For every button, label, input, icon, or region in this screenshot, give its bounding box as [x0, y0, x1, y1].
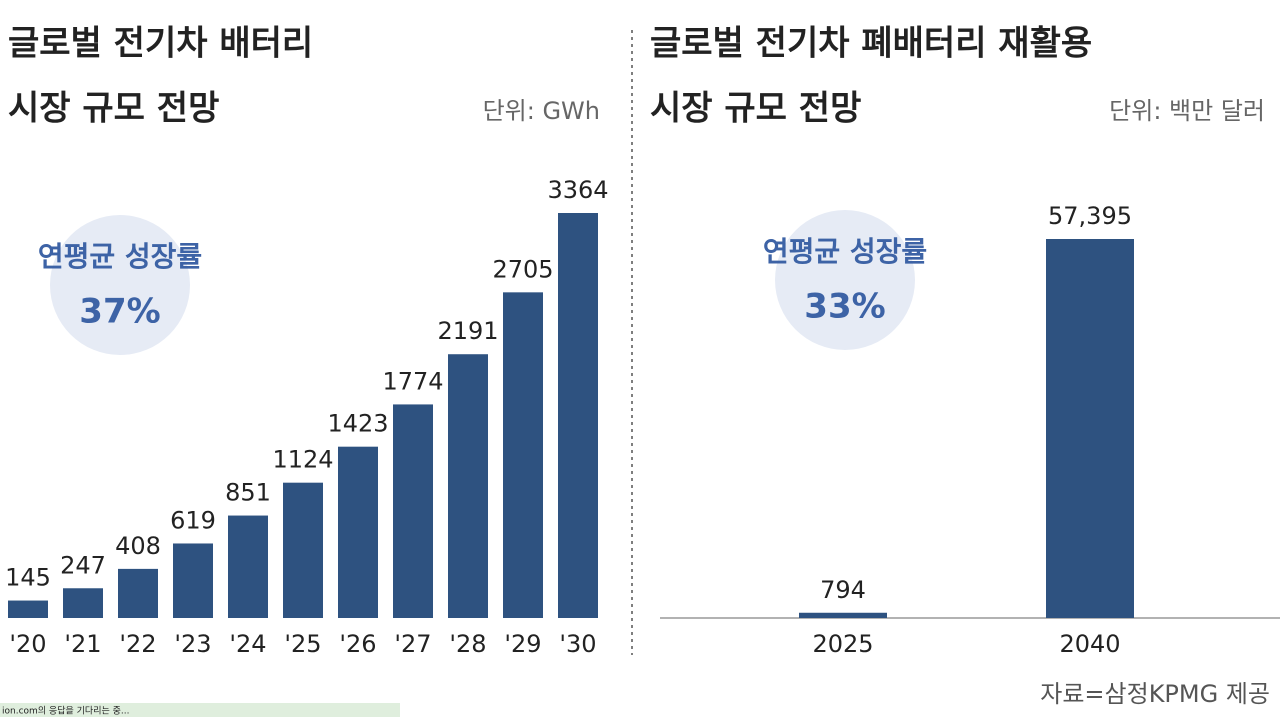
x-tick-label: '27 — [394, 630, 431, 658]
x-tick-label: '28 — [449, 630, 486, 658]
chart-title: 글로벌 전기차 폐배터리 재활용 — [650, 24, 1092, 64]
value-label: 57,395 — [1048, 202, 1132, 230]
chart-title: 글로벌 전기차 배터리 — [8, 24, 313, 64]
bar — [393, 404, 433, 618]
bar — [173, 543, 213, 618]
x-tick-label: 2025 — [812, 630, 873, 658]
status-text: ion.com의 응답을 기다리는 중... — [2, 705, 129, 717]
unit: 단위: 백만 달러 — [1109, 97, 1265, 125]
value-label: 3364 — [547, 176, 608, 204]
bar — [228, 515, 268, 618]
value-label: 851 — [225, 479, 271, 507]
status-bar — [0, 703, 400, 717]
value-label: 2191 — [437, 317, 498, 345]
chart-title: 시장 규모 전망 — [8, 89, 219, 129]
bar — [283, 482, 323, 618]
bar — [8, 600, 48, 618]
annotation: 연평균 성장률 — [763, 235, 927, 268]
highlight-circle — [50, 215, 190, 355]
x-tick-label: '24 — [229, 630, 266, 658]
value-label: 1124 — [272, 446, 333, 474]
x-tick-label: '25 — [284, 630, 321, 658]
value-label: 1423 — [327, 410, 388, 438]
bar — [448, 354, 488, 618]
x-tick-label: '20 — [9, 630, 46, 658]
value-label: 247 — [60, 551, 106, 579]
annotation: 33% — [804, 287, 885, 327]
bar — [63, 588, 103, 618]
value-label: 1774 — [382, 367, 443, 395]
bar — [1046, 239, 1134, 618]
x-tick-label: '29 — [504, 630, 541, 658]
value-label: 2705 — [492, 255, 553, 283]
value-label: 619 — [170, 506, 216, 534]
x-tick-label: '22 — [119, 630, 156, 658]
value-label: 794 — [820, 576, 866, 604]
bar — [558, 213, 598, 618]
unit: 단위: GWh — [483, 97, 600, 125]
x-tick-label: '21 — [64, 630, 101, 658]
x-tick-label: '23 — [174, 630, 211, 658]
annotation: 연평균 성장률 — [38, 240, 202, 273]
x-tick-label: '30 — [559, 630, 596, 658]
bar — [503, 292, 543, 618]
highlight-circle — [775, 210, 915, 350]
chart-title: 시장 규모 전망 — [650, 89, 861, 129]
source: 자료=삼정KPMG 제공 — [1040, 680, 1270, 708]
x-tick-label: 2040 — [1059, 630, 1120, 658]
x-tick-label: '26 — [339, 630, 376, 658]
value-label: 145 — [5, 564, 51, 592]
bar — [118, 568, 158, 618]
bar — [799, 612, 887, 618]
bar — [338, 446, 378, 618]
annotation: 37% — [79, 292, 160, 332]
value-label: 408 — [115, 532, 161, 560]
